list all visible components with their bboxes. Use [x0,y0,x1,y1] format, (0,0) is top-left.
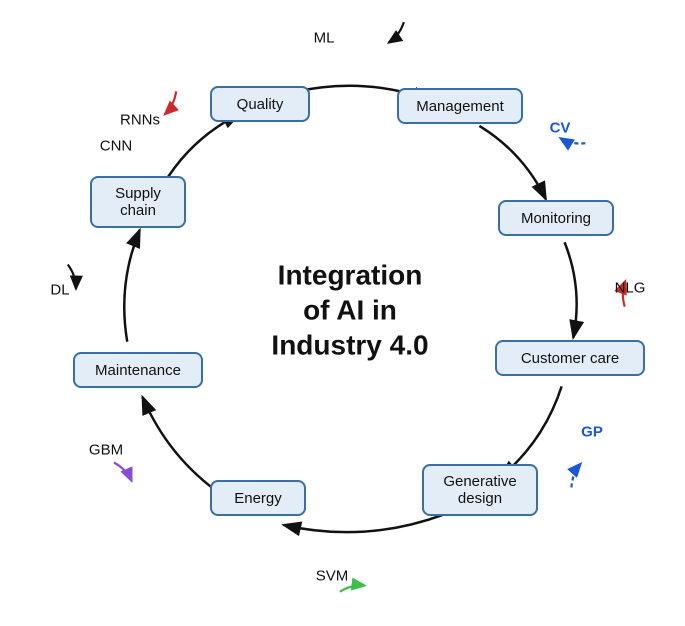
arc-energy-to-maintenance [142,397,221,495]
tech-label-gbm: GBM [89,442,123,459]
node-management: Management [397,88,523,124]
node-monitoring: Monitoring [498,200,614,236]
tech-label-ml: ML [314,30,335,47]
node-maintenance: Maintenance [73,352,203,388]
arc-monitoring-to-customer-care [565,242,577,337]
arc-management-to-monitoring [479,126,545,199]
arc-supply-chain-to-quality [164,114,240,184]
arc-maintenance-to-supply-chain [124,230,139,342]
tech-label-cv: CV [550,120,571,137]
center-title: Integration of AI in Industry 4.0 [271,258,428,363]
tech-label-cnn: CNN [100,138,133,155]
hook-cv [560,138,585,143]
node-quality: Quality [210,86,310,122]
arc-generative-design-to-energy [284,514,444,532]
node-supply-chain: Supply chain [90,176,186,228]
tech-label-dl: DL [50,282,69,299]
hook-svm [340,585,365,591]
hook-gp [571,464,580,488]
hook-ml [389,22,404,43]
tech-label-gp: GP [581,424,603,441]
diagram-canvas: Integration of AI in Industry 4.0 Manage… [0,0,685,626]
node-energy: Energy [210,480,306,516]
tech-label-nlg: NLG [615,280,646,297]
node-generative-design: Generative design [422,464,538,516]
node-customer-care: Customer care [495,340,645,376]
tech-label-rnns: RNNs [120,112,160,129]
hook-cnn [165,91,176,114]
hook-gbm [114,463,132,482]
tech-label-svm: SVM [316,568,349,585]
